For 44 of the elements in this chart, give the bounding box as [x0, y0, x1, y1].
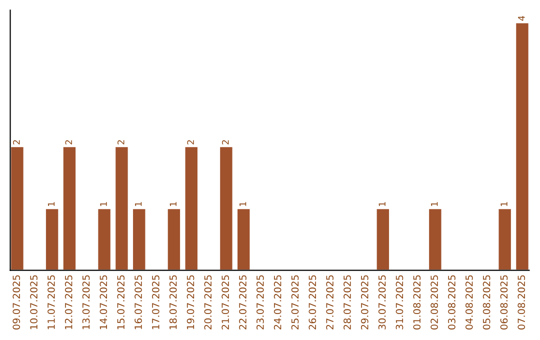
x-tick-label: 29.07.2025 — [360, 275, 368, 330]
x-tick-label: 02.08.2025 — [430, 275, 438, 330]
x-tick-label: 06.08.2025 — [500, 275, 508, 330]
x-tick-label: 27.07.2025 — [326, 275, 334, 330]
x-tick-label: 09.07.2025 — [12, 275, 20, 330]
x-tick-label: 25.07.2025 — [291, 275, 299, 330]
x-tick-label: 11.07.2025 — [48, 275, 55, 330]
x-tick-label: 12.07.2025 — [64, 275, 72, 330]
data-label: 4 — [518, 16, 525, 21]
x-tick-label: 14.07.2025 — [100, 275, 108, 330]
data-label: 2 — [65, 140, 72, 144]
x-tick-label: 20.07.2025 — [204, 275, 212, 330]
x-tick-label: 16.07.2025 — [134, 275, 142, 330]
x-tick-label: 10.07.2025 — [30, 275, 38, 330]
data-label: 1 — [378, 202, 386, 206]
data-label: 1 — [170, 202, 176, 206]
x-tick-label: 26.07.2025 — [308, 275, 316, 330]
data-label: 1 — [48, 202, 55, 206]
x-tick-label: 17.07.2025 — [152, 275, 160, 330]
x-tick-label: 23.07.2025 — [256, 275, 264, 330]
x-tick-label: 21.07.2025 — [222, 275, 230, 330]
data-label: 2 — [187, 140, 194, 144]
data-label: 2 — [118, 140, 124, 144]
x-tick-label: 03.08.2025 — [448, 275, 456, 330]
x-tick-label: 15.07.2025 — [117, 275, 125, 330]
x-tick-label: 07.08.2025 — [518, 275, 526, 330]
data-label: 1 — [135, 202, 142, 206]
x-tick-label: 13.07.2025 — [82, 275, 90, 330]
data-label: 2 — [13, 140, 20, 144]
x-tick-label: 04.08.2025 — [465, 275, 473, 330]
x-tick-label: 30.07.2025 — [378, 275, 386, 330]
data-label: 1 — [500, 202, 508, 206]
x-tick-label: 31.07.2025 — [396, 275, 404, 330]
x-tick-label: 19.07.2025 — [186, 275, 194, 330]
x-tick-label: 28.07.2025 — [344, 275, 351, 330]
x-tick-label: 22.07.2025 — [239, 275, 246, 330]
x-tick-label: 24.07.2025 — [274, 275, 282, 330]
x-tick-label: 01.08.2025 — [413, 275, 421, 330]
data-label: 2 — [222, 140, 229, 144]
data-label: 1 — [431, 202, 438, 206]
x-tick-label: 05.08.2025 — [482, 275, 490, 330]
data-label: 1 — [100, 202, 107, 206]
data-label: 1 — [240, 202, 246, 206]
x-tick-label: 18.07.2025 — [169, 275, 177, 330]
